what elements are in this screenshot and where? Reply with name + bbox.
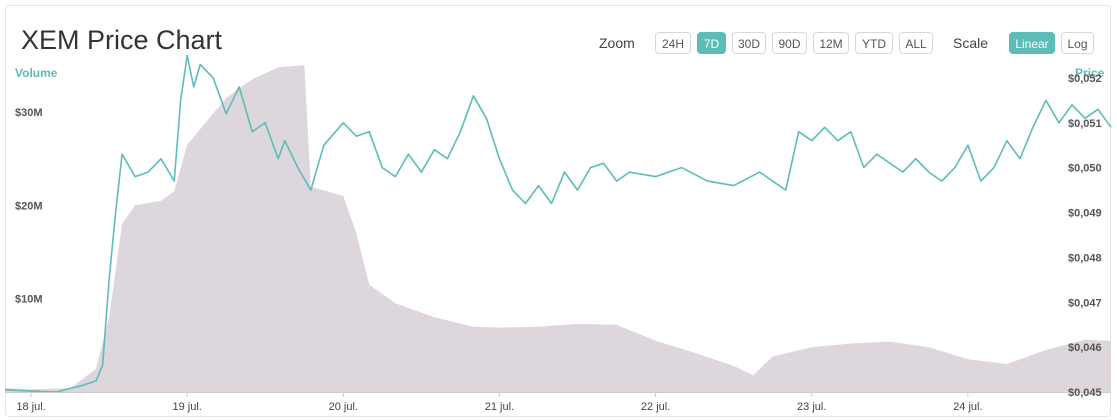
- x-tick-label: 23 jul.: [797, 401, 826, 413]
- zoom-30d-button[interactable]: 30D: [732, 32, 766, 54]
- volume-tick-label: $20M: [15, 200, 43, 212]
- price-tick-label: $0,048: [1068, 252, 1102, 264]
- x-tick-label: 19 jul.: [172, 401, 201, 413]
- price-tick-label: $0,052: [1068, 73, 1102, 85]
- price-tick-label: $0,050: [1068, 163, 1102, 175]
- x-tick-label: 21 jul.: [485, 401, 514, 413]
- price-tick-label: $0,046: [1068, 342, 1102, 354]
- zoom-24h-button[interactable]: 24H: [655, 32, 691, 54]
- price-axis-title: Price: [1075, 66, 1105, 80]
- price-tick-label: $0,045: [1068, 387, 1102, 399]
- zoom-label: Zoom: [599, 35, 635, 51]
- price-tick-label: $0,047: [1068, 297, 1102, 309]
- zoom-all-button[interactable]: ALL: [899, 32, 933, 54]
- x-tick-label: 22 jul.: [641, 401, 670, 413]
- price-tick-label: $0,051: [1068, 118, 1102, 130]
- zoom-ytd-button[interactable]: YTD: [855, 32, 893, 54]
- volume-axis-title: Volume: [15, 66, 58, 80]
- scale-linear-button[interactable]: Linear: [1009, 32, 1055, 54]
- x-tick-label: 24 jul.: [953, 401, 982, 413]
- price-tick-label: $0,049: [1068, 208, 1102, 220]
- zoom-7d-button[interactable]: 7D: [697, 32, 726, 54]
- volume-area: [5, 65, 1111, 393]
- zoom-12m-button[interactable]: 12M: [813, 32, 849, 54]
- chart-title: XEM Price Chart: [21, 25, 223, 55]
- zoom-90d-button[interactable]: 90D: [772, 32, 807, 54]
- scale-label: Scale: [953, 35, 989, 51]
- x-tick-label: 18 jul.: [16, 401, 45, 413]
- price-line: [4, 54, 1112, 393]
- volume-tick-label: $10M: [15, 294, 43, 306]
- scale-log-button[interactable]: Log: [1061, 32, 1094, 54]
- x-tick-label: 20 jul.: [329, 401, 358, 413]
- volume-tick-label: $30M: [15, 107, 43, 119]
